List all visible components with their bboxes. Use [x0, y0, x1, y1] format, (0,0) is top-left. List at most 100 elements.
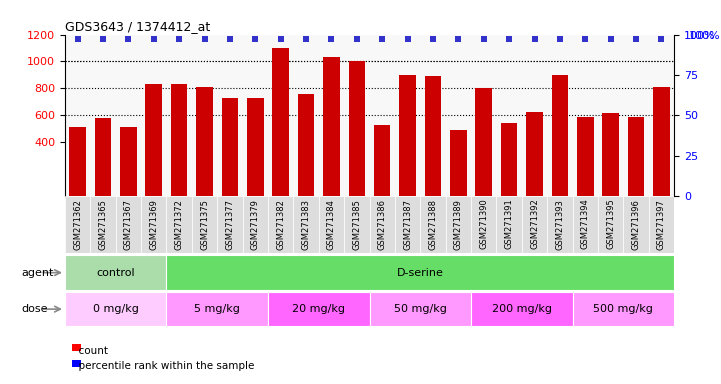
Bar: [217, 196, 242, 253]
Point: [300, 36, 311, 43]
Bar: [624, 196, 649, 253]
Text: GSM271384: GSM271384: [327, 199, 336, 250]
Bar: [293, 196, 319, 253]
Bar: [348, 61, 365, 196]
Bar: [171, 84, 187, 196]
Bar: [196, 87, 213, 196]
Bar: [247, 98, 264, 196]
Bar: [572, 292, 674, 326]
Bar: [69, 127, 86, 196]
Bar: [141, 196, 167, 253]
Text: GSM271390: GSM271390: [479, 199, 488, 250]
Text: GSM271392: GSM271392: [530, 199, 539, 250]
Bar: [167, 255, 674, 290]
Text: GSM271369: GSM271369: [149, 199, 158, 250]
Bar: [146, 84, 162, 196]
Bar: [446, 196, 471, 253]
Bar: [552, 75, 568, 196]
Text: GSM271375: GSM271375: [200, 199, 209, 250]
Bar: [94, 118, 111, 196]
Text: GSM271382: GSM271382: [276, 199, 286, 250]
Bar: [369, 292, 471, 326]
Text: GSM271362: GSM271362: [73, 199, 82, 250]
Bar: [167, 196, 192, 253]
Bar: [471, 196, 497, 253]
Bar: [522, 196, 547, 253]
Bar: [471, 292, 572, 326]
Text: 200 mg/kg: 200 mg/kg: [492, 304, 552, 314]
Bar: [395, 196, 420, 253]
Point: [148, 36, 159, 43]
Text: agent: agent: [22, 268, 54, 278]
Bar: [221, 98, 238, 196]
Bar: [268, 196, 293, 253]
Bar: [425, 76, 441, 196]
Text: count: count: [72, 346, 108, 356]
Bar: [192, 196, 217, 253]
Text: GDS3643 / 1374412_at: GDS3643 / 1374412_at: [65, 20, 210, 33]
Text: GSM271389: GSM271389: [454, 199, 463, 250]
Text: percentile rank within the sample: percentile rank within the sample: [72, 361, 255, 371]
Point: [503, 36, 515, 43]
Bar: [369, 196, 395, 253]
Bar: [420, 196, 446, 253]
Point: [249, 36, 261, 43]
Bar: [167, 292, 268, 326]
Bar: [298, 94, 314, 196]
Text: GSM271383: GSM271383: [301, 199, 311, 250]
Bar: [653, 87, 670, 196]
Text: 5 mg/kg: 5 mg/kg: [194, 304, 240, 314]
Bar: [547, 196, 572, 253]
Text: 0 mg/kg: 0 mg/kg: [93, 304, 138, 314]
Bar: [497, 196, 522, 253]
Point: [123, 36, 134, 43]
Bar: [649, 196, 674, 253]
Bar: [268, 292, 370, 326]
Text: control: control: [97, 268, 135, 278]
Bar: [577, 117, 593, 196]
Point: [326, 36, 337, 43]
Text: GSM271372: GSM271372: [174, 199, 184, 250]
Bar: [90, 196, 115, 253]
Text: GSM271377: GSM271377: [226, 199, 234, 250]
Text: GSM271385: GSM271385: [353, 199, 361, 250]
Point: [478, 36, 490, 43]
Text: GSM271395: GSM271395: [606, 199, 615, 250]
Point: [554, 36, 566, 43]
Bar: [450, 130, 466, 196]
Bar: [273, 48, 289, 196]
Text: GSM271393: GSM271393: [555, 199, 565, 250]
Bar: [344, 196, 369, 253]
Point: [224, 36, 236, 43]
Text: GSM271379: GSM271379: [251, 199, 260, 250]
Bar: [598, 196, 624, 253]
Text: GSM271396: GSM271396: [632, 199, 640, 250]
Point: [351, 36, 363, 43]
Text: D-serine: D-serine: [397, 268, 443, 278]
Point: [275, 36, 286, 43]
Point: [402, 36, 413, 43]
Text: GSM271367: GSM271367: [124, 199, 133, 250]
Y-axis label: 100%: 100%: [689, 31, 720, 41]
Bar: [399, 75, 416, 196]
Bar: [526, 112, 543, 196]
Bar: [65, 292, 167, 326]
Point: [173, 36, 185, 43]
Text: 500 mg/kg: 500 mg/kg: [593, 304, 653, 314]
Point: [605, 36, 616, 43]
Bar: [319, 196, 344, 253]
Point: [199, 36, 211, 43]
Text: GSM271387: GSM271387: [403, 199, 412, 250]
Point: [453, 36, 464, 43]
Bar: [242, 196, 268, 253]
Bar: [475, 88, 492, 196]
Text: GSM271394: GSM271394: [581, 199, 590, 250]
Text: GSM271388: GSM271388: [428, 199, 438, 250]
Point: [72, 36, 84, 43]
Bar: [572, 196, 598, 253]
Text: GSM271391: GSM271391: [505, 199, 513, 250]
Bar: [323, 58, 340, 196]
Point: [528, 36, 540, 43]
Bar: [603, 113, 619, 196]
Bar: [374, 124, 391, 196]
